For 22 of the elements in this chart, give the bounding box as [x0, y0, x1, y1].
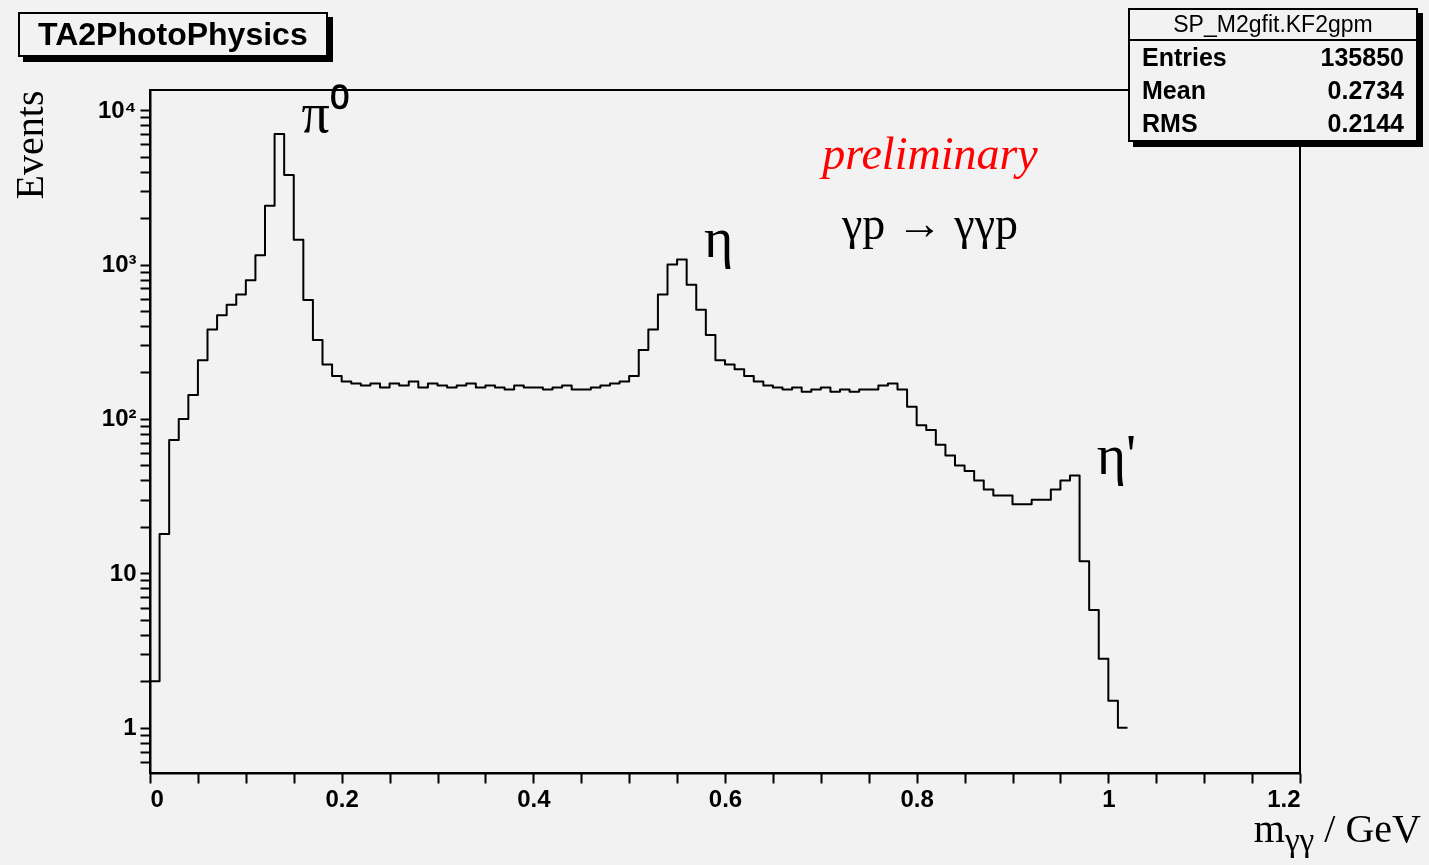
text: SP_M2gfit.KF2gpm — [1130, 10, 1416, 41]
x-tick-label: 0.8 — [900, 784, 934, 812]
y-axis-title: Events — [6, 90, 52, 200]
y-tick-label: 10³ — [101, 250, 137, 278]
y-tick-label: 10² — [101, 404, 137, 432]
annotation: π⁰ — [301, 82, 350, 145]
annotation: η — [703, 207, 734, 270]
annotation: preliminary — [819, 128, 1039, 179]
annotation: γp → γγp — [841, 198, 1018, 249]
x-tick-label: 0 — [150, 784, 164, 812]
text: RMS 0.2144 — [1142, 109, 1404, 137]
text: Mean 0.2734 — [1142, 76, 1404, 104]
x-tick-label: 0.6 — [708, 784, 743, 812]
y-tick-label: 1 — [123, 713, 137, 741]
annotation: η' — [1096, 423, 1137, 486]
y-tick-label: 10⁴ — [97, 95, 137, 123]
text: Entries 135850 — [1142, 43, 1404, 71]
y-tick-label: 10 — [109, 558, 137, 586]
chart-title: TA2PhotoPhysics — [18, 12, 328, 57]
x-tick-label: 0.4 — [517, 784, 552, 812]
x-tick-label: 0.2 — [325, 784, 359, 812]
x-tick-label: 1 — [1102, 784, 1116, 812]
